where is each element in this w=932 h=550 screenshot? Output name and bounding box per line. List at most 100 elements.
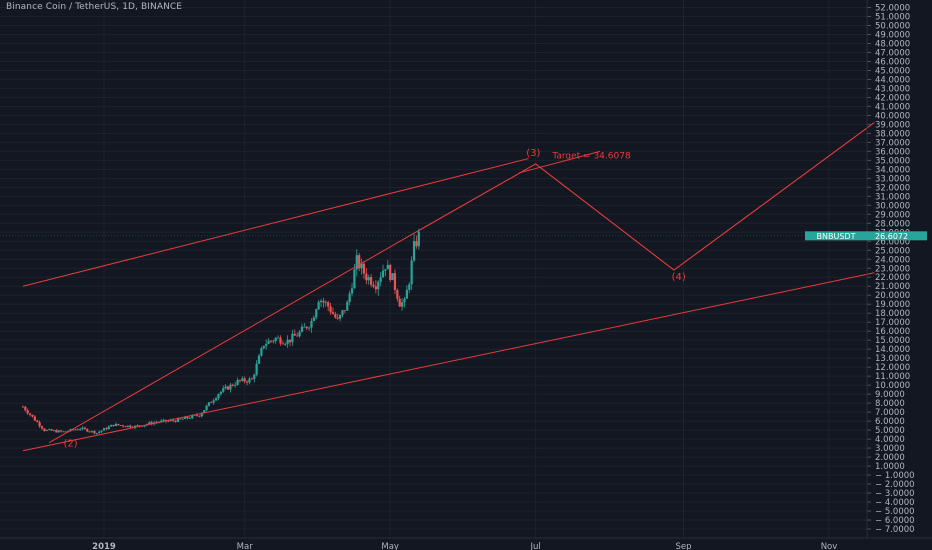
price-tick-label: 1.0000 bbox=[875, 462, 905, 472]
candle-body bbox=[234, 384, 237, 386]
candle-body bbox=[298, 331, 301, 337]
candle-body bbox=[381, 270, 385, 278]
wedge-line[interactable] bbox=[48, 230, 420, 444]
candle-body bbox=[136, 425, 139, 427]
price-tick-label: 2.0000 bbox=[875, 453, 905, 463]
candle-body bbox=[269, 340, 273, 342]
candle-body bbox=[372, 284, 375, 287]
candle-body bbox=[355, 255, 358, 270]
candle-body bbox=[217, 393, 220, 399]
price-tick-label: 48.0000 bbox=[875, 39, 910, 49]
candle-body bbox=[219, 391, 222, 394]
price-tick-label: − 1.0000 bbox=[875, 471, 915, 481]
candle-body bbox=[303, 326, 306, 328]
candle-body bbox=[317, 302, 320, 310]
candle-body bbox=[360, 263, 363, 269]
candle-body bbox=[408, 284, 411, 290]
candle-body bbox=[43, 428, 46, 431]
candle-body bbox=[281, 343, 284, 345]
candle-body bbox=[324, 302, 327, 304]
price-tick-label: 37.0000 bbox=[875, 138, 910, 148]
candle-body bbox=[200, 413, 203, 417]
candle-body bbox=[83, 427, 87, 429]
price-tick-label: − 3.0000 bbox=[875, 489, 915, 499]
candle-body bbox=[181, 418, 184, 420]
candle-body bbox=[188, 418, 191, 419]
price-tick-label: 4.0000 bbox=[875, 435, 905, 445]
candle-body bbox=[183, 416, 187, 419]
price-tick-label: 49.0000 bbox=[875, 30, 910, 40]
candle-body bbox=[393, 273, 397, 290]
candle-body bbox=[401, 302, 404, 307]
candle-body bbox=[59, 430, 63, 432]
horizontal-gridlines bbox=[0, 7, 867, 530]
candle-body bbox=[348, 293, 351, 302]
candle-body bbox=[293, 333, 296, 336]
price-tick-label: 23.0000 bbox=[875, 264, 910, 274]
candle-body bbox=[241, 378, 244, 381]
price-tick-label: 29.0000 bbox=[875, 210, 910, 220]
drawings-group[interactable] bbox=[22, 122, 875, 452]
candle-body bbox=[417, 231, 420, 247]
candle-body bbox=[255, 363, 258, 375]
price-tag bbox=[867, 231, 927, 241]
candle-body bbox=[236, 379, 239, 385]
candle-body bbox=[21, 406, 25, 408]
channel-top[interactable] bbox=[22, 158, 529, 287]
time-axis[interactable]: 2019 Mar May Jul Sep Nov bbox=[0, 537, 932, 550]
candle-body bbox=[214, 398, 218, 401]
price-tick-label: 3.0000 bbox=[875, 444, 905, 454]
candle-body bbox=[62, 431, 65, 433]
candle-body bbox=[391, 273, 394, 281]
price-tick-label: − 4.0000 bbox=[875, 498, 915, 508]
time-tick-label: 2019 bbox=[92, 542, 116, 550]
candle-body bbox=[24, 406, 27, 411]
candle-body bbox=[28, 413, 32, 415]
candle-body bbox=[81, 427, 84, 429]
candle-body bbox=[319, 300, 323, 303]
candle-body bbox=[286, 339, 289, 344]
candle-body bbox=[129, 425, 132, 428]
price-tick-label: 51.0000 bbox=[875, 12, 910, 22]
vertical-gridlines bbox=[103, 0, 830, 538]
candle-body bbox=[45, 429, 48, 431]
time-tick-label: Mar bbox=[237, 542, 254, 550]
price-tick-label: 42.0000 bbox=[875, 93, 910, 103]
candle-body bbox=[231, 384, 234, 386]
price-tick-label: 44.0000 bbox=[875, 75, 910, 85]
wave-4-label: (4) bbox=[672, 272, 686, 283]
target-arrow[interactable] bbox=[518, 150, 601, 174]
wave-labels-group: (2) (3) (4) Target = 34.6078 bbox=[64, 148, 686, 449]
candle-body bbox=[150, 422, 153, 425]
candle-body bbox=[389, 264, 392, 281]
candle-body bbox=[412, 241, 416, 261]
candle-body bbox=[358, 255, 361, 269]
candle-body bbox=[312, 317, 315, 322]
candle-body bbox=[198, 415, 201, 417]
candle-body bbox=[172, 419, 175, 421]
candle-body bbox=[176, 418, 180, 422]
channel-bottom[interactable] bbox=[22, 272, 875, 452]
candle-body bbox=[76, 429, 79, 431]
candle-body bbox=[300, 326, 304, 332]
candle-body bbox=[398, 298, 401, 307]
price-tag-label: 26.6072 bbox=[875, 232, 908, 241]
candle-body bbox=[191, 415, 194, 419]
candle-body bbox=[403, 298, 406, 303]
price-tick-label: 7.0000 bbox=[875, 408, 905, 418]
wave-projection-path[interactable] bbox=[418, 122, 875, 271]
candle-body bbox=[55, 430, 58, 433]
price-tick-label: 25.0000 bbox=[875, 246, 910, 256]
candle-body bbox=[350, 288, 354, 294]
price-tick-label: 36.0000 bbox=[875, 147, 910, 157]
target-label: Target = 34.6078 bbox=[551, 152, 631, 162]
candle-body bbox=[52, 430, 56, 432]
candle-body bbox=[195, 414, 199, 416]
price-tick-label: − 6.0000 bbox=[875, 516, 915, 526]
price-tick-label: 39.0000 bbox=[875, 120, 910, 130]
price-axis[interactable]: 52.000051.000050.000049.000048.000047.00… bbox=[866, 0, 915, 538]
candle-body bbox=[329, 306, 332, 313]
candle-body bbox=[265, 343, 268, 346]
candle-body bbox=[334, 314, 337, 318]
